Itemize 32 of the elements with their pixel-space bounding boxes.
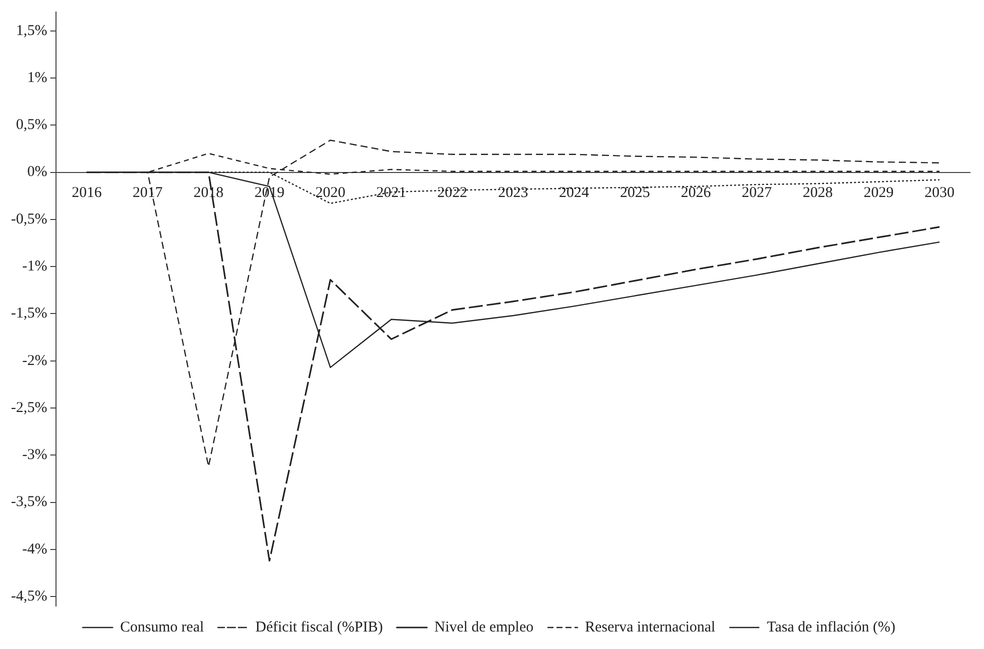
y-tick-label: -3,5% xyxy=(10,494,48,510)
x-tick-label: 2027 xyxy=(742,185,772,202)
x-tick-label: 2026 xyxy=(680,185,712,202)
x-tick-label: 2023 xyxy=(498,185,528,202)
y-tick-label: 1,5% xyxy=(16,22,48,39)
y-tick-label: -2,5% xyxy=(10,400,48,416)
y-tick-label: -2% xyxy=(22,352,48,369)
x-tick-label: 2018 xyxy=(194,185,224,202)
y-tick-label: 0% xyxy=(27,164,48,180)
y-tick-label: -4,5% xyxy=(10,588,48,605)
y-tick-label: -3% xyxy=(22,447,48,464)
x-tick-label: 2028 xyxy=(802,185,833,202)
legend-label: Consumo real xyxy=(120,619,204,636)
legend-label: Déficit fiscal (%PIB) xyxy=(255,619,383,636)
legend-label: Tasa de inflación (%) xyxy=(766,619,896,636)
y-tick-label: 1% xyxy=(27,70,48,86)
x-tick-label: 2021 xyxy=(376,185,406,202)
x-tick-label: 2024 xyxy=(559,185,590,202)
x-tick-label: 2020 xyxy=(315,185,346,202)
x-tick-label: 2029 xyxy=(864,185,894,202)
legend-label: Reserva internacional xyxy=(585,619,716,636)
x-tick-label: 2017 xyxy=(132,185,164,202)
x-tick-label: 2022 xyxy=(437,185,468,202)
y-tick-label: -1% xyxy=(22,258,48,275)
x-tick-label: 2025 xyxy=(620,185,650,202)
y-tick-label: -0,5% xyxy=(10,211,48,228)
x-tick-label: 2016 xyxy=(72,185,102,202)
y-tick-label: -1,5% xyxy=(10,306,48,322)
y-tick-label: -4% xyxy=(22,541,48,558)
y-tick-label: 0,5% xyxy=(16,117,48,134)
legend-label: Nivel de empleo xyxy=(434,619,534,636)
x-tick-label: 2030 xyxy=(924,185,955,202)
